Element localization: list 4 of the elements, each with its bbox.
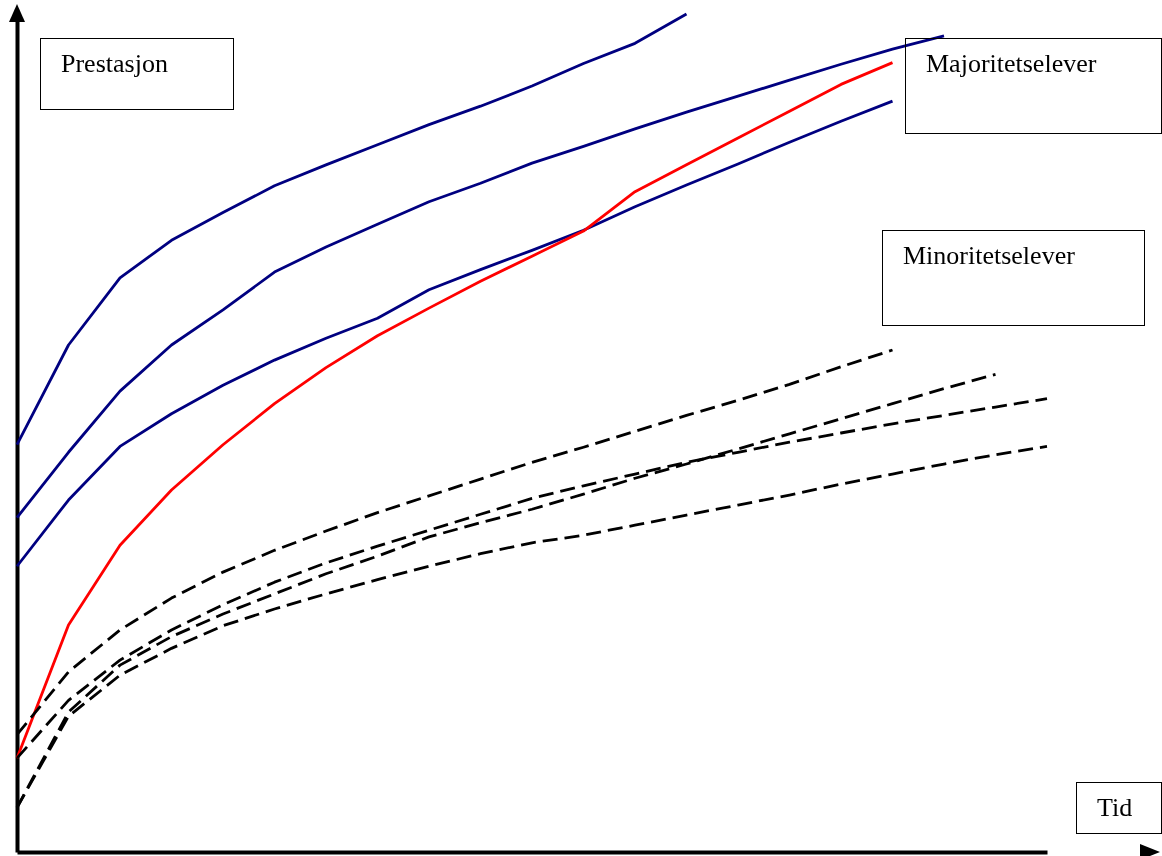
x-axis-title: Tid	[1076, 782, 1162, 834]
y-axis-title: Prestasjon	[40, 38, 234, 110]
annotation: Minoritetselever	[882, 230, 1145, 326]
annotation: Majoritetselever	[905, 38, 1162, 134]
